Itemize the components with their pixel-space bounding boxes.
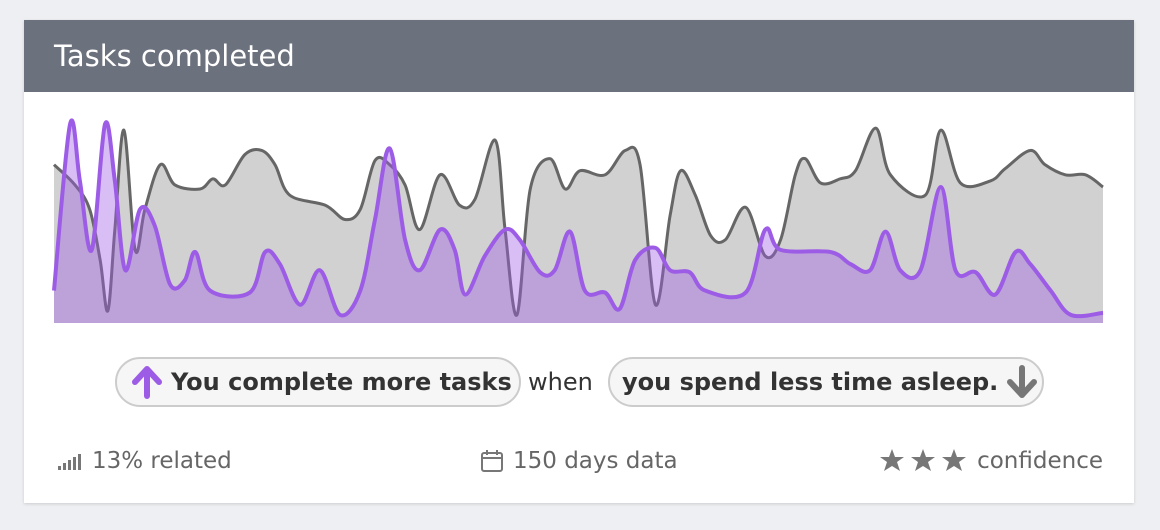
area-fill <box>54 120 1103 323</box>
stars-icon <box>880 449 967 471</box>
confidence-text: confidence <box>977 448 1103 474</box>
days-stat: 150 days data <box>479 448 678 474</box>
related-stat: 13% related <box>56 448 232 474</box>
related-text: 13% related <box>92 448 232 474</box>
up-arrow-icon <box>132 366 162 399</box>
insight-card: Tasks completed You complete more tasks … <box>24 20 1134 503</box>
series-line <box>52 126 1104 317</box>
calendar-icon <box>481 450 503 472</box>
cause-pill: You complete more tasks <box>115 357 521 407</box>
card-header: Tasks completed <box>24 20 1134 92</box>
cause-text: You complete more tasks <box>171 368 512 396</box>
down-arrow-icon <box>1007 365 1038 398</box>
chart <box>52 118 1104 323</box>
signal-icon <box>58 454 81 470</box>
effect-pill: you spend less time asleep. <box>608 357 1044 407</box>
effect-text: you spend less time asleep. <box>622 368 999 396</box>
connector-text: when <box>528 368 593 396</box>
days-text: 150 days data <box>513 448 678 474</box>
series-line <box>52 118 1104 319</box>
confidence-stat: confidence <box>879 448 1103 474</box>
